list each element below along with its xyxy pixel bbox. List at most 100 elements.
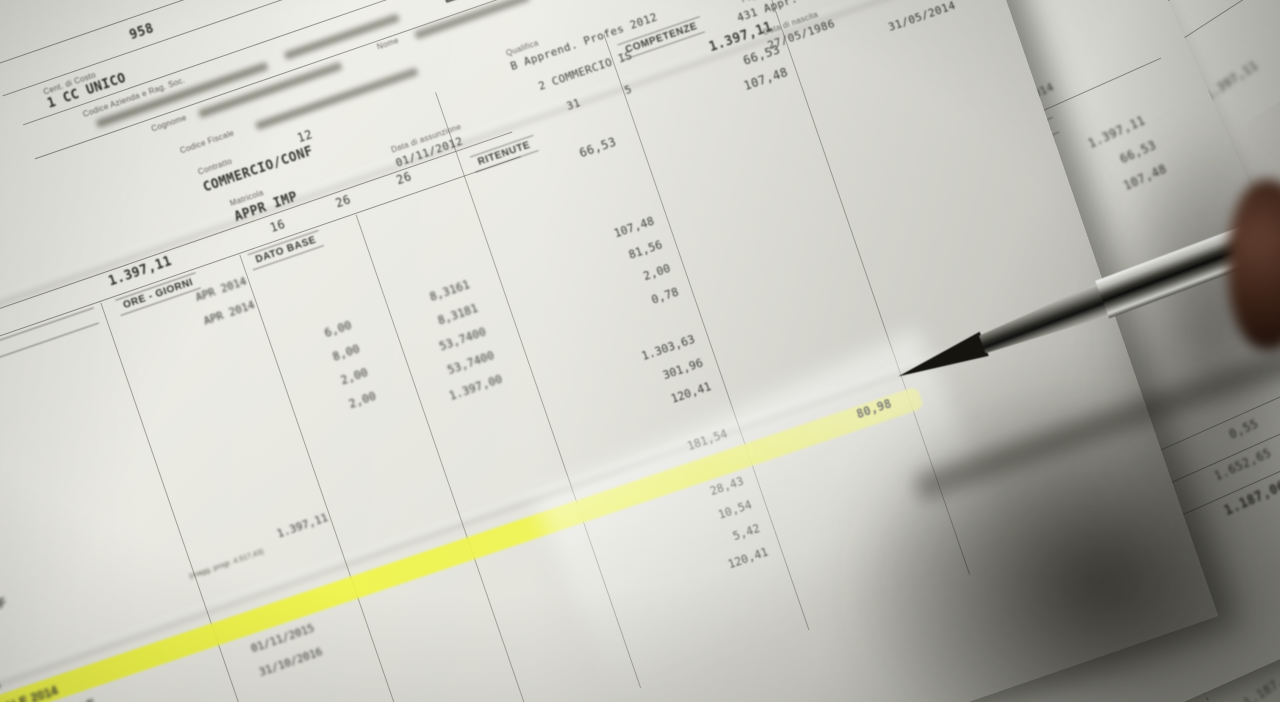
row-label: CONTR. EST bbox=[0, 491, 159, 599]
amount: 1.397,11 bbox=[707, 19, 775, 56]
table-line bbox=[0, 131, 513, 380]
dato-base: 1.397,00 bbox=[447, 371, 505, 403]
contratto-number: 12 bbox=[295, 127, 315, 146]
ritenuta: 120,41 bbox=[725, 544, 770, 572]
table-row: TRATT. ADDIZ. COMUNALE 5,42 bbox=[0, 415, 1073, 702]
column-line bbox=[100, 302, 278, 702]
table-row: CONTR. EST 1.397,00 bbox=[0, 202, 999, 610]
field-label: Matricola bbox=[228, 188, 265, 208]
field-label: Data di assunzione bbox=[390, 122, 463, 155]
paper-crease bbox=[0, 0, 994, 378]
ore: 2,00 bbox=[346, 388, 378, 412]
row-label: FPLD bbox=[0, 443, 143, 551]
paga-base-value: 431 Appr. F.T. (0,075) bbox=[735, 0, 885, 25]
field-label: Codice Fiscale bbox=[178, 128, 236, 156]
ritenuta: 81,56 bbox=[626, 237, 665, 262]
giorni: 5 bbox=[622, 82, 634, 98]
matricola-value: APPR IMP bbox=[232, 189, 300, 226]
yellow-highlighter-mark bbox=[0, 385, 925, 702]
row-label: BONUS FISCALE 2014 bbox=[0, 632, 208, 702]
giorni: 26 bbox=[333, 192, 353, 211]
amount-note: (magg. progr. 4.517,43) bbox=[187, 546, 265, 581]
row-label: RETR. UTILE TFR bbox=[0, 514, 167, 622]
netto-da-pagare-cell: Netto da pagare bbox=[440, 0, 537, 3]
ore: 6,00 bbox=[322, 317, 354, 341]
table-row: DETRAZIONI bbox=[0, 297, 1032, 702]
table-row: ASSENZE APR 2014 bbox=[0, 61, 950, 469]
redacted-company-name bbox=[95, 61, 269, 129]
row-label: IMPONIBILE IRPEF bbox=[0, 595, 9, 645]
settore-value: 2 COMMERCIO IS bbox=[536, 48, 634, 93]
column-line bbox=[435, 92, 642, 689]
filiale-number: 958 bbox=[127, 21, 156, 44]
ritenuta: 120,41 bbox=[668, 379, 713, 406]
column-header: COMPETENZE bbox=[617, 16, 706, 61]
row-label: ASSENZE bbox=[0, 349, 110, 457]
table-row: 120,41 bbox=[0, 439, 1081, 702]
redacted-company-name bbox=[283, 13, 400, 61]
table-row: IRPEF LORDA 1.397,11 (magg. progr. 4.517,4… bbox=[0, 273, 1024, 681]
column-header: ORE - GIORNI bbox=[115, 272, 202, 316]
giorni: 26 bbox=[394, 169, 414, 188]
period: APR 2014 bbox=[201, 298, 257, 328]
row-label: IRPEF NETTA bbox=[0, 676, 3, 702]
table-line bbox=[34, 0, 877, 160]
table-row-highlighted: BONUS FISCALE 2014 80,98 bbox=[0, 344, 1048, 702]
paper-sheet-front: 958 Cent. di Costo 1 CC UNICO Codice Azi… bbox=[0, 0, 1218, 702]
column-line bbox=[355, 214, 533, 702]
redacted-codice-fiscale bbox=[255, 67, 419, 131]
ritenuta: 2,00 bbox=[641, 260, 673, 284]
table-line bbox=[0, 0, 844, 67]
amount: 66,53 bbox=[741, 42, 782, 68]
table-row: GODUTE GG bbox=[0, 84, 959, 492]
ritenuta: 5,42 bbox=[730, 520, 762, 544]
field-label: Data di nascita bbox=[762, 9, 820, 38]
data-assunzione: 01/11/2012 bbox=[393, 134, 465, 170]
redacted-name bbox=[414, 0, 531, 40]
field-label: Contratto bbox=[196, 156, 234, 177]
field-label: Paga base bbox=[740, 0, 782, 4]
ritenuta: 1.303,63 bbox=[639, 331, 697, 364]
field-label: Nome bbox=[375, 35, 401, 52]
column-header: DATO BASE bbox=[247, 229, 325, 271]
ritenuta: 181,54 bbox=[685, 426, 730, 454]
qualifica-value: B Apprend. Profes 2012 bbox=[508, 10, 660, 74]
amount: 66,53 bbox=[577, 134, 619, 161]
field-label: Cent. di Costo bbox=[42, 70, 98, 97]
table-line bbox=[23, 0, 865, 126]
redacted-surname bbox=[198, 61, 343, 119]
row-label: FERIE ASSENZE GG bbox=[0, 396, 126, 504]
amount: 107,48 bbox=[741, 64, 790, 94]
ritenuta: 107,48 bbox=[612, 213, 656, 241]
table-row: FERIE ASSENZE GG 6,00 8,3161 107,48 bbox=[0, 108, 967, 516]
column-line bbox=[239, 254, 417, 702]
column-line bbox=[764, 0, 971, 575]
table-row: FONDO EST 2,00 53,7400 0,78 bbox=[0, 179, 991, 587]
data-trasferimento: 31/05/2014 bbox=[886, 0, 958, 34]
ore: 8,00 bbox=[330, 341, 362, 364]
field-label: Qualifica bbox=[504, 38, 540, 58]
field-label: Codice Azienda e Rag. Soc. bbox=[81, 75, 187, 120]
ritenuta: 301,96 bbox=[660, 355, 705, 383]
bonus-amount: 80,98 bbox=[854, 396, 894, 422]
ritenuta: 0,78 bbox=[649, 284, 681, 307]
row-label: TRATT. ADDIZ. REGIONALE bbox=[0, 656, 216, 702]
dato-base: 8,3161 bbox=[427, 277, 472, 304]
date: 01/11/2015 bbox=[249, 621, 317, 656]
date: 31/10/2016 bbox=[257, 645, 325, 679]
centro-di-costo: 1 CC UNICO bbox=[45, 70, 129, 112]
dato-base: 53,7400 bbox=[445, 348, 496, 378]
row-label: DETRAZIONI bbox=[0, 585, 191, 693]
dato-base: 8,3181 bbox=[435, 300, 480, 328]
dato-base: 53,7400 bbox=[437, 324, 488, 354]
amount: 1.397,11 bbox=[275, 510, 330, 541]
table-row: TRATT. ADDIZ. REGIONALE 01/11/2015 28,43 bbox=[0, 368, 1056, 702]
row-label: IRPEF LORDA bbox=[0, 561, 183, 669]
ore: 2,00 bbox=[338, 365, 370, 388]
column-header: RITENUTE bbox=[469, 134, 539, 173]
table-row: RETR. UTILE TFR 1.303,63 bbox=[0, 226, 1007, 634]
data-nascita: 27/05/1986 bbox=[765, 16, 837, 53]
column-line bbox=[603, 34, 810, 631]
field-label: Cognome bbox=[150, 113, 188, 134]
